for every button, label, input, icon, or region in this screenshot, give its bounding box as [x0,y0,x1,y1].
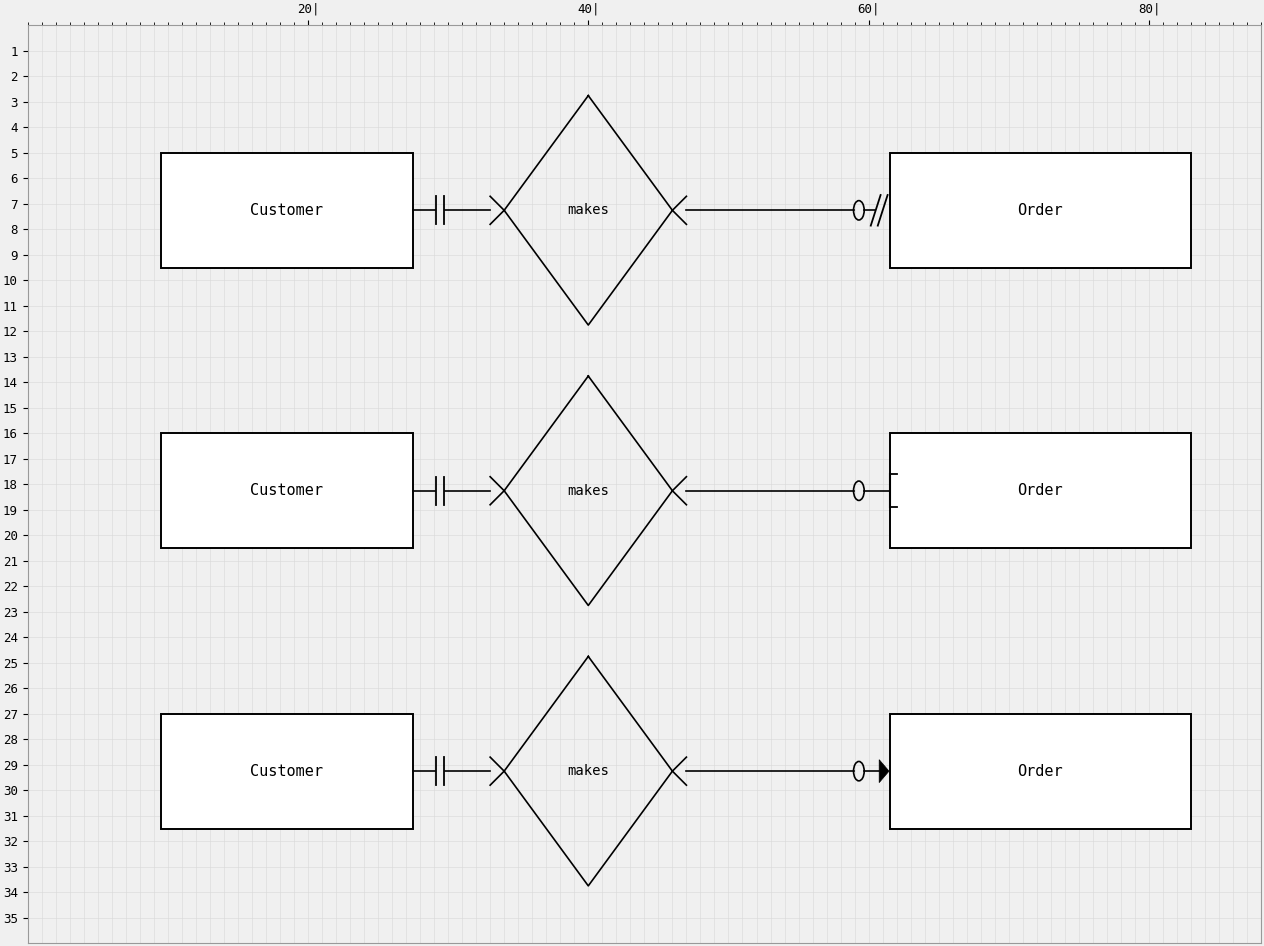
Bar [161,153,413,268]
Text: Customer: Customer [250,483,324,499]
Text: Order: Order [1018,202,1063,218]
Bar [890,714,1191,829]
Text: Order: Order [1018,483,1063,499]
Text: makes: makes [568,203,609,218]
Bar [161,714,413,829]
Text: makes: makes [568,483,609,498]
Text: Customer: Customer [250,202,324,218]
Bar [890,433,1191,548]
Bar [890,153,1191,268]
Text: Order: Order [1018,763,1063,779]
Bar [161,433,413,548]
Text: makes: makes [568,764,609,779]
Polygon shape [880,760,889,782]
Text: Customer: Customer [250,763,324,779]
